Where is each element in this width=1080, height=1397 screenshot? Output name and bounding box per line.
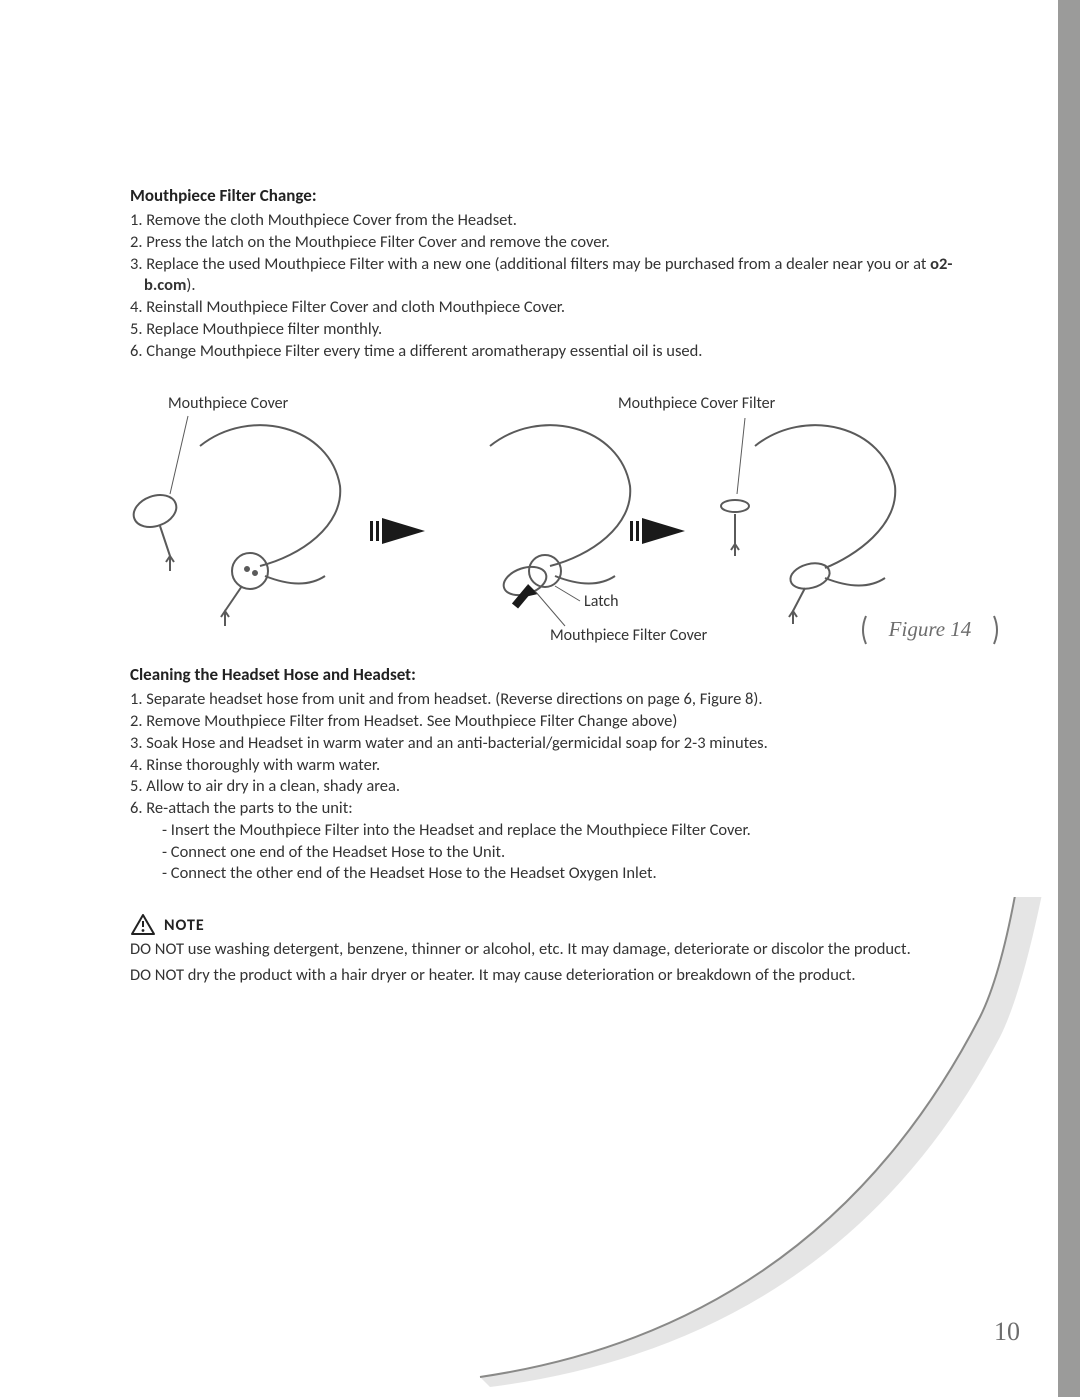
step-text: 3. [130, 733, 146, 753]
list-item: 2. Press the latch on the Mouthpiece Fil… [144, 232, 980, 254]
list-item: 6. Change Mouthpiece Filter every time a… [144, 341, 980, 363]
arrow-icon [630, 518, 685, 544]
step-text: Remove Mouthpiece Filter from Headset. S… [146, 711, 677, 731]
step-text: 1. [130, 689, 146, 709]
list-item: 4. Rinse thoroughly with warm water. [144, 755, 980, 777]
warning-triangle-icon [130, 913, 156, 937]
diagram-label-mouthpiece-cover-filter: Mouthpiece Cover Filter [618, 394, 775, 413]
step-text: 1. [130, 210, 146, 230]
note-label: NOTE [164, 916, 205, 935]
list-item: 2. Remove Mouthpiece Filter from Headset… [144, 711, 980, 733]
step-text: 5. [130, 776, 146, 796]
step-text: Soak Hose and Headset in warm water and … [146, 733, 768, 753]
caption-bracket-icon: Figure 14 [860, 612, 1000, 648]
diagram-label-mouthpiece-filter-cover: Mouthpiece Filter Cover [550, 626, 707, 645]
step-text: 2. [130, 711, 146, 731]
step-text: 4. [130, 297, 146, 317]
list-item: 1. Remove the cloth Mouthpiece Cover fro… [144, 210, 980, 232]
step-text: 4. [130, 755, 146, 775]
figure-14-diagram: Mouthpiece Cover Mouthpiece Cover Filter… [130, 376, 980, 656]
note-body-2: DO NOT dry the product with a hair dryer… [130, 965, 980, 987]
list-item: 5. Allow to air dry in a clean, shady ar… [144, 776, 980, 798]
figure-caption-text: Figure 14 [888, 617, 972, 641]
step-text: 2. [130, 232, 146, 252]
page-content: Mouthpiece Filter Change: 1. Remove the … [0, 0, 1080, 1047]
list-sub-item: - Insert the Mouthpiece Filter into the … [144, 820, 980, 842]
list-item: 5. Replace Mouthpiece filter monthly. [144, 319, 980, 341]
section1-title: Mouthpiece Filter Change: [130, 185, 980, 206]
step-text: ). [186, 275, 195, 295]
section2-title: Cleaning the Headset Hose and Headset: [130, 664, 980, 685]
step-text: Reinstall Mouthpiece Filter Cover and cl… [146, 297, 565, 317]
step-text: Press the latch on the Mouthpiece Filter… [146, 232, 610, 252]
list-sub-item: - Connect the other end of the Headset H… [144, 863, 980, 885]
note-heading-row: NOTE [130, 913, 980, 937]
step-text: 6. [130, 341, 146, 361]
list-item: 6. Re-attach the parts to the unit: [144, 798, 980, 820]
note-body-1: DO NOT use washing detergent, benzene, t… [130, 939, 980, 961]
diagram-label-latch: Latch [584, 592, 619, 611]
step-text: Rinse thoroughly with warm water. [146, 755, 380, 775]
step-text: 5. [130, 319, 146, 339]
figure-caption: Figure 14 [860, 612, 1000, 648]
arrow-icon [370, 518, 425, 544]
diagram-svg [130, 376, 980, 656]
step-text: Replace the used Mouthpiece Filter with … [146, 254, 930, 274]
list-sub-item: - Connect one end of the Headset Hose to… [144, 842, 980, 864]
step-text: Change Mouthpiece Filter every time a di… [146, 341, 702, 361]
step-text: Remove the cloth Mouthpiece Cover from t… [146, 210, 517, 230]
step-text: Re-attach the parts to the unit: [146, 798, 352, 818]
section1-steps: 1. Remove the cloth Mouthpiece Cover fro… [130, 210, 980, 362]
step-text: Allow to air dry in a clean, shady area. [146, 776, 400, 796]
section2-steps: 1. Separate headset hose from unit and f… [130, 689, 980, 885]
headset-illustration-1 [130, 416, 340, 626]
step-text: 3. [130, 254, 146, 274]
list-item: 3. Soak Hose and Headset in warm water a… [144, 733, 980, 755]
list-item: 3. Replace the used Mouthpiece Filter wi… [144, 254, 980, 298]
headset-illustration-3 [721, 418, 895, 624]
page-number: 10 [994, 1317, 1020, 1347]
step-text: Separate headset hose from unit and from… [146, 689, 762, 709]
list-item: 1. Separate headset hose from unit and f… [144, 689, 980, 711]
diagram-label-mouthpiece-cover: Mouthpiece Cover [168, 394, 288, 413]
list-item: 4. Reinstall Mouthpiece Filter Cover and… [144, 297, 980, 319]
step-text: 6. [130, 798, 146, 818]
step-text: Replace Mouthpiece filter monthly. [146, 319, 382, 339]
